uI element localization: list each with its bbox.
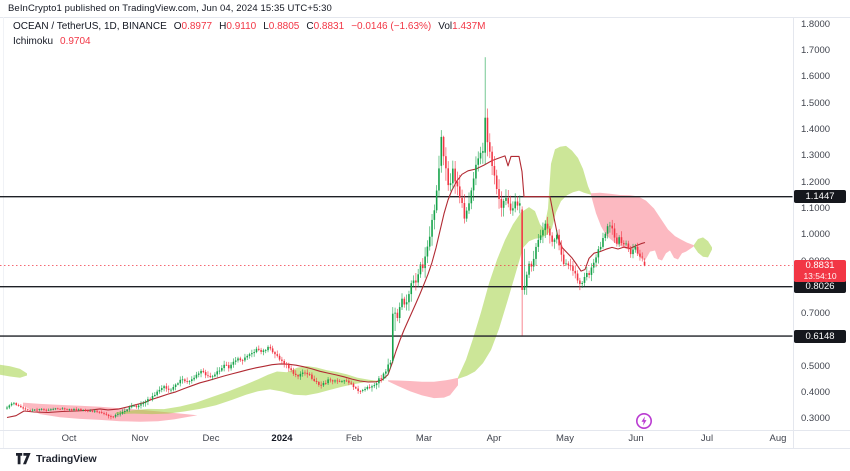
bar-countdown: 13:54:10 xyxy=(803,271,837,281)
price-axis[interactable]: 1.8000 1.7000 1.6000 1.5000 1.4000 1.3000 1.20… xyxy=(793,0,850,471)
level-price-badge: 0.6148 xyxy=(794,329,846,343)
x-axis-label: Feb xyxy=(345,433,363,444)
x-axis-label: Aug xyxy=(769,433,787,444)
low-value: 0.8805 xyxy=(268,21,300,32)
ichimoku-cloud-green xyxy=(0,364,27,378)
high-label: H xyxy=(219,21,227,32)
tradingview-logo-text: TradingView xyxy=(36,453,97,465)
high-value: 0.9110 xyxy=(226,21,257,32)
y-axis-label: 1.1000 xyxy=(801,202,831,214)
volume-label: Vol xyxy=(438,21,453,32)
x-axis-label: Jul xyxy=(700,433,714,444)
lightning-icon xyxy=(641,416,647,426)
publisher-note: BeInCrypto1 published on TradingView.com… xyxy=(8,3,332,14)
y-axis-label: 1.7000 xyxy=(801,45,831,57)
time-axis[interactable]: Oct Nov Dec 2024 Feb Mar Apr May Jun Jul Aug xyxy=(0,430,793,448)
close-label: C xyxy=(306,21,314,32)
y-axis-label: 1.5000 xyxy=(801,97,831,109)
y-axis-label: 1.2000 xyxy=(801,176,831,188)
x-axis-label: May xyxy=(556,433,574,444)
y-axis-label: 1.4000 xyxy=(801,124,831,136)
frame-line-left xyxy=(3,17,4,448)
frame-line-bottom xyxy=(0,448,850,449)
indicator-name[interactable]: Ichimoku xyxy=(13,36,54,47)
y-axis-label: 0.3000 xyxy=(801,413,831,425)
ichimoku-baseline xyxy=(6,155,646,419)
legend: OCEAN / TetherUS, 1D, BINANCE O0.8977 H0.9… xyxy=(13,21,486,32)
y-axis-label: 1.6000 xyxy=(801,71,831,83)
close-value: 0.8831 xyxy=(313,21,345,32)
ichimoku-cloud-red xyxy=(388,377,458,399)
x-axis-label: Dec xyxy=(202,433,220,444)
x-axis-label: Oct xyxy=(61,433,77,444)
open-label: O xyxy=(173,21,182,32)
x-axis-label: 2024 xyxy=(271,433,293,444)
x-axis-label: Apr xyxy=(486,433,502,444)
axis-separator-vertical xyxy=(793,17,794,448)
indicator-legend: Ichimoku 0.9704 xyxy=(13,36,91,47)
change-value: −0.0146 (−1.63%) xyxy=(351,21,432,32)
open-value: 0.8977 xyxy=(181,21,213,32)
y-axis-label: 1.3000 xyxy=(801,150,831,162)
y-axis-label: 1.8000 xyxy=(801,18,831,30)
current-price-value: 0.8831 xyxy=(805,259,835,271)
low-label: L xyxy=(263,21,269,32)
level-price-badge: 0.8026 xyxy=(794,280,846,294)
tradingview-logo-icon xyxy=(16,453,31,465)
flash-button[interactable] xyxy=(635,412,653,430)
ichimoku-cloud-green xyxy=(694,237,712,258)
y-axis-label: 0.5000 xyxy=(801,360,831,372)
current-price-badge: 0.8831 13:54:10 xyxy=(794,259,846,282)
level-price-badge: 1.1447 xyxy=(794,190,846,204)
candles xyxy=(6,57,646,420)
volume-value: 1.437M xyxy=(452,21,486,32)
ichimoku-cloud-red xyxy=(23,402,197,422)
symbol-title[interactable]: OCEAN / TetherUS, 1D, BINANCE xyxy=(13,21,167,32)
ichimoku-cloud-red xyxy=(591,192,694,261)
y-axis-label: 1.0000 xyxy=(801,229,831,241)
indicator-value: 0.9704 xyxy=(60,36,91,47)
x-axis-label: Jun xyxy=(628,433,644,444)
frame-line-top xyxy=(0,17,850,18)
ichimoku-cloud-green xyxy=(116,366,388,415)
x-axis-label: Nov xyxy=(131,433,149,444)
x-axis-label: Mar xyxy=(415,433,433,444)
y-axis-label: 0.7000 xyxy=(801,308,831,320)
ichimoku-cloud-green xyxy=(458,145,591,379)
y-axis-label: 0.4000 xyxy=(801,387,831,399)
axis-separator-horizontal xyxy=(0,430,850,431)
tradingview-logo[interactable]: TradingView xyxy=(16,453,97,465)
